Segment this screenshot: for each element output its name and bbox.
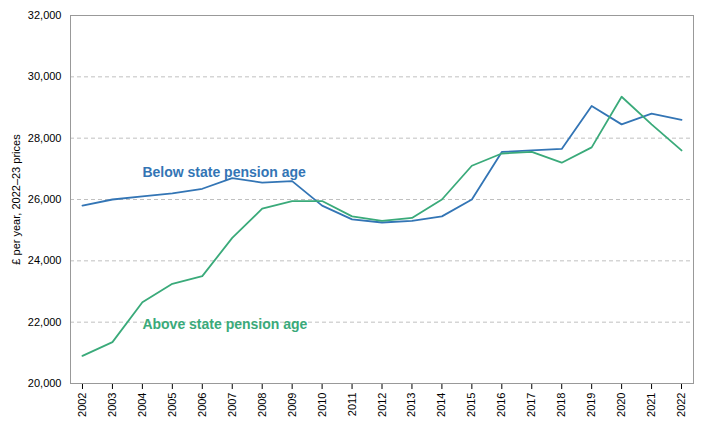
svg-text:Below state pension age: Below state pension age [142, 164, 306, 180]
svg-text:22,000: 22,000 [28, 316, 62, 328]
svg-text:Above state pension age: Above state pension age [142, 316, 307, 332]
svg-text:32,000: 32,000 [28, 9, 62, 21]
svg-text:28,000: 28,000 [28, 132, 62, 144]
svg-text:2010: 2010 [316, 393, 328, 417]
svg-text:2014: 2014 [435, 393, 447, 417]
svg-text:2018: 2018 [555, 393, 567, 417]
svg-text:2003: 2003 [106, 393, 118, 417]
svg-text:2013: 2013 [405, 393, 417, 417]
svg-text:2004: 2004 [136, 393, 148, 417]
svg-text:2020: 2020 [615, 393, 627, 417]
svg-text:2012: 2012 [376, 393, 388, 417]
svg-text:2022: 2022 [675, 393, 687, 417]
svg-text:30,000: 30,000 [28, 70, 62, 82]
svg-text:2016: 2016 [495, 393, 507, 417]
svg-text:2009: 2009 [286, 393, 298, 417]
svg-text:2007: 2007 [226, 393, 238, 417]
svg-text:£ per year, 2022–23 prices: £ per year, 2022–23 prices [10, 134, 22, 265]
svg-text:2006: 2006 [196, 393, 208, 417]
svg-text:2017: 2017 [525, 393, 537, 417]
svg-text:20,000: 20,000 [28, 377, 62, 389]
svg-text:26,000: 26,000 [28, 193, 62, 205]
svg-text:2002: 2002 [76, 393, 88, 417]
svg-text:2021: 2021 [645, 393, 657, 417]
svg-text:2011: 2011 [346, 393, 358, 417]
svg-text:2015: 2015 [465, 393, 477, 417]
svg-text:2008: 2008 [256, 393, 268, 417]
svg-text:2005: 2005 [166, 393, 178, 417]
svg-text:24,000: 24,000 [28, 254, 62, 266]
svg-text:2019: 2019 [585, 393, 597, 417]
